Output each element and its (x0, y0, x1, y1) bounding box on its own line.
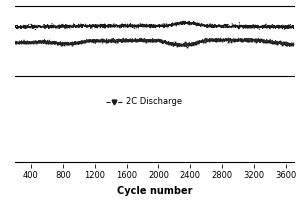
Legend: 2C Discharge: 2C Discharge (102, 94, 186, 110)
X-axis label: Cycle number: Cycle number (117, 186, 192, 196)
